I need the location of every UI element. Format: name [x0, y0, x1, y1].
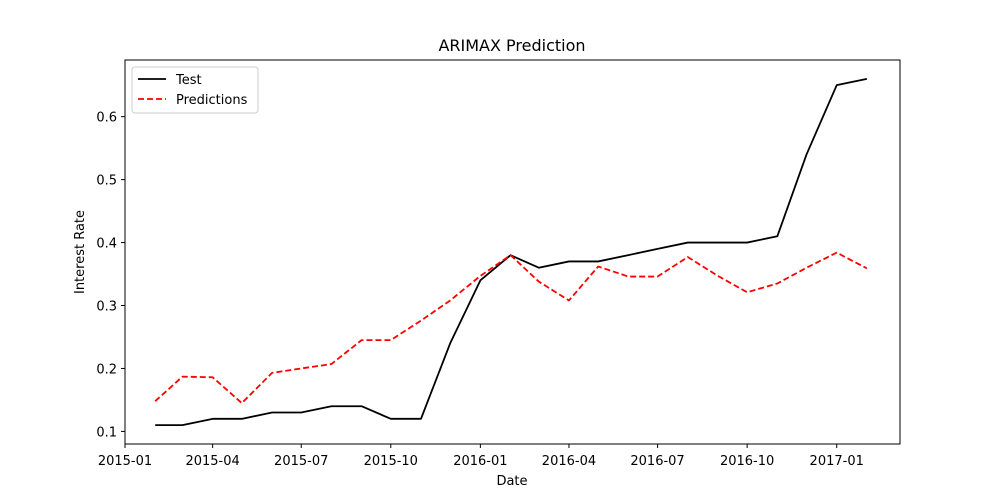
plot-frame	[124, 59, 901, 445]
x-tick-label: 2015-10	[364, 454, 418, 469]
x-tick-label: 2016-04	[542, 454, 596, 469]
legend-label-predictions: Predictions	[176, 93, 248, 108]
y-tick-label: 0.5	[96, 174, 117, 189]
y-axis: 0.1 0.2 0.3 0.4 0.5 0.6	[96, 111, 125, 440]
x-tick-label: 2015-04	[185, 454, 239, 469]
plot-series	[154, 78, 868, 427]
y-axis-label: Interest Rate	[73, 210, 88, 294]
x-tick-label: 2016-07	[630, 454, 684, 469]
y-tick-label: 0.6	[96, 111, 117, 126]
x-axis-label: Date	[496, 474, 527, 489]
y-tick-label: 0.4	[96, 237, 117, 252]
x-tick-label: 2015-01	[98, 454, 152, 469]
y-tick-label: 0.2	[96, 362, 117, 377]
x-tick-label: 2016-10	[720, 454, 774, 469]
chart-title: ARIMAX Prediction	[438, 36, 585, 55]
y-tick-label: 0.3	[96, 300, 117, 315]
x-axis: 2015-01 2015-04 2015-07 2015-10 2016-01 2016-…	[98, 444, 864, 469]
x-tick-label: 2016-01	[453, 454, 507, 469]
legend-label-test: Test	[175, 73, 202, 88]
x-tick-label: 2015-07	[274, 454, 328, 469]
series-line-predictions	[154, 251, 868, 404]
legend: Test Predictions	[131, 66, 259, 114]
x-tick-label: 2017-01	[810, 454, 864, 469]
y-tick-label: 0.1	[96, 425, 117, 440]
